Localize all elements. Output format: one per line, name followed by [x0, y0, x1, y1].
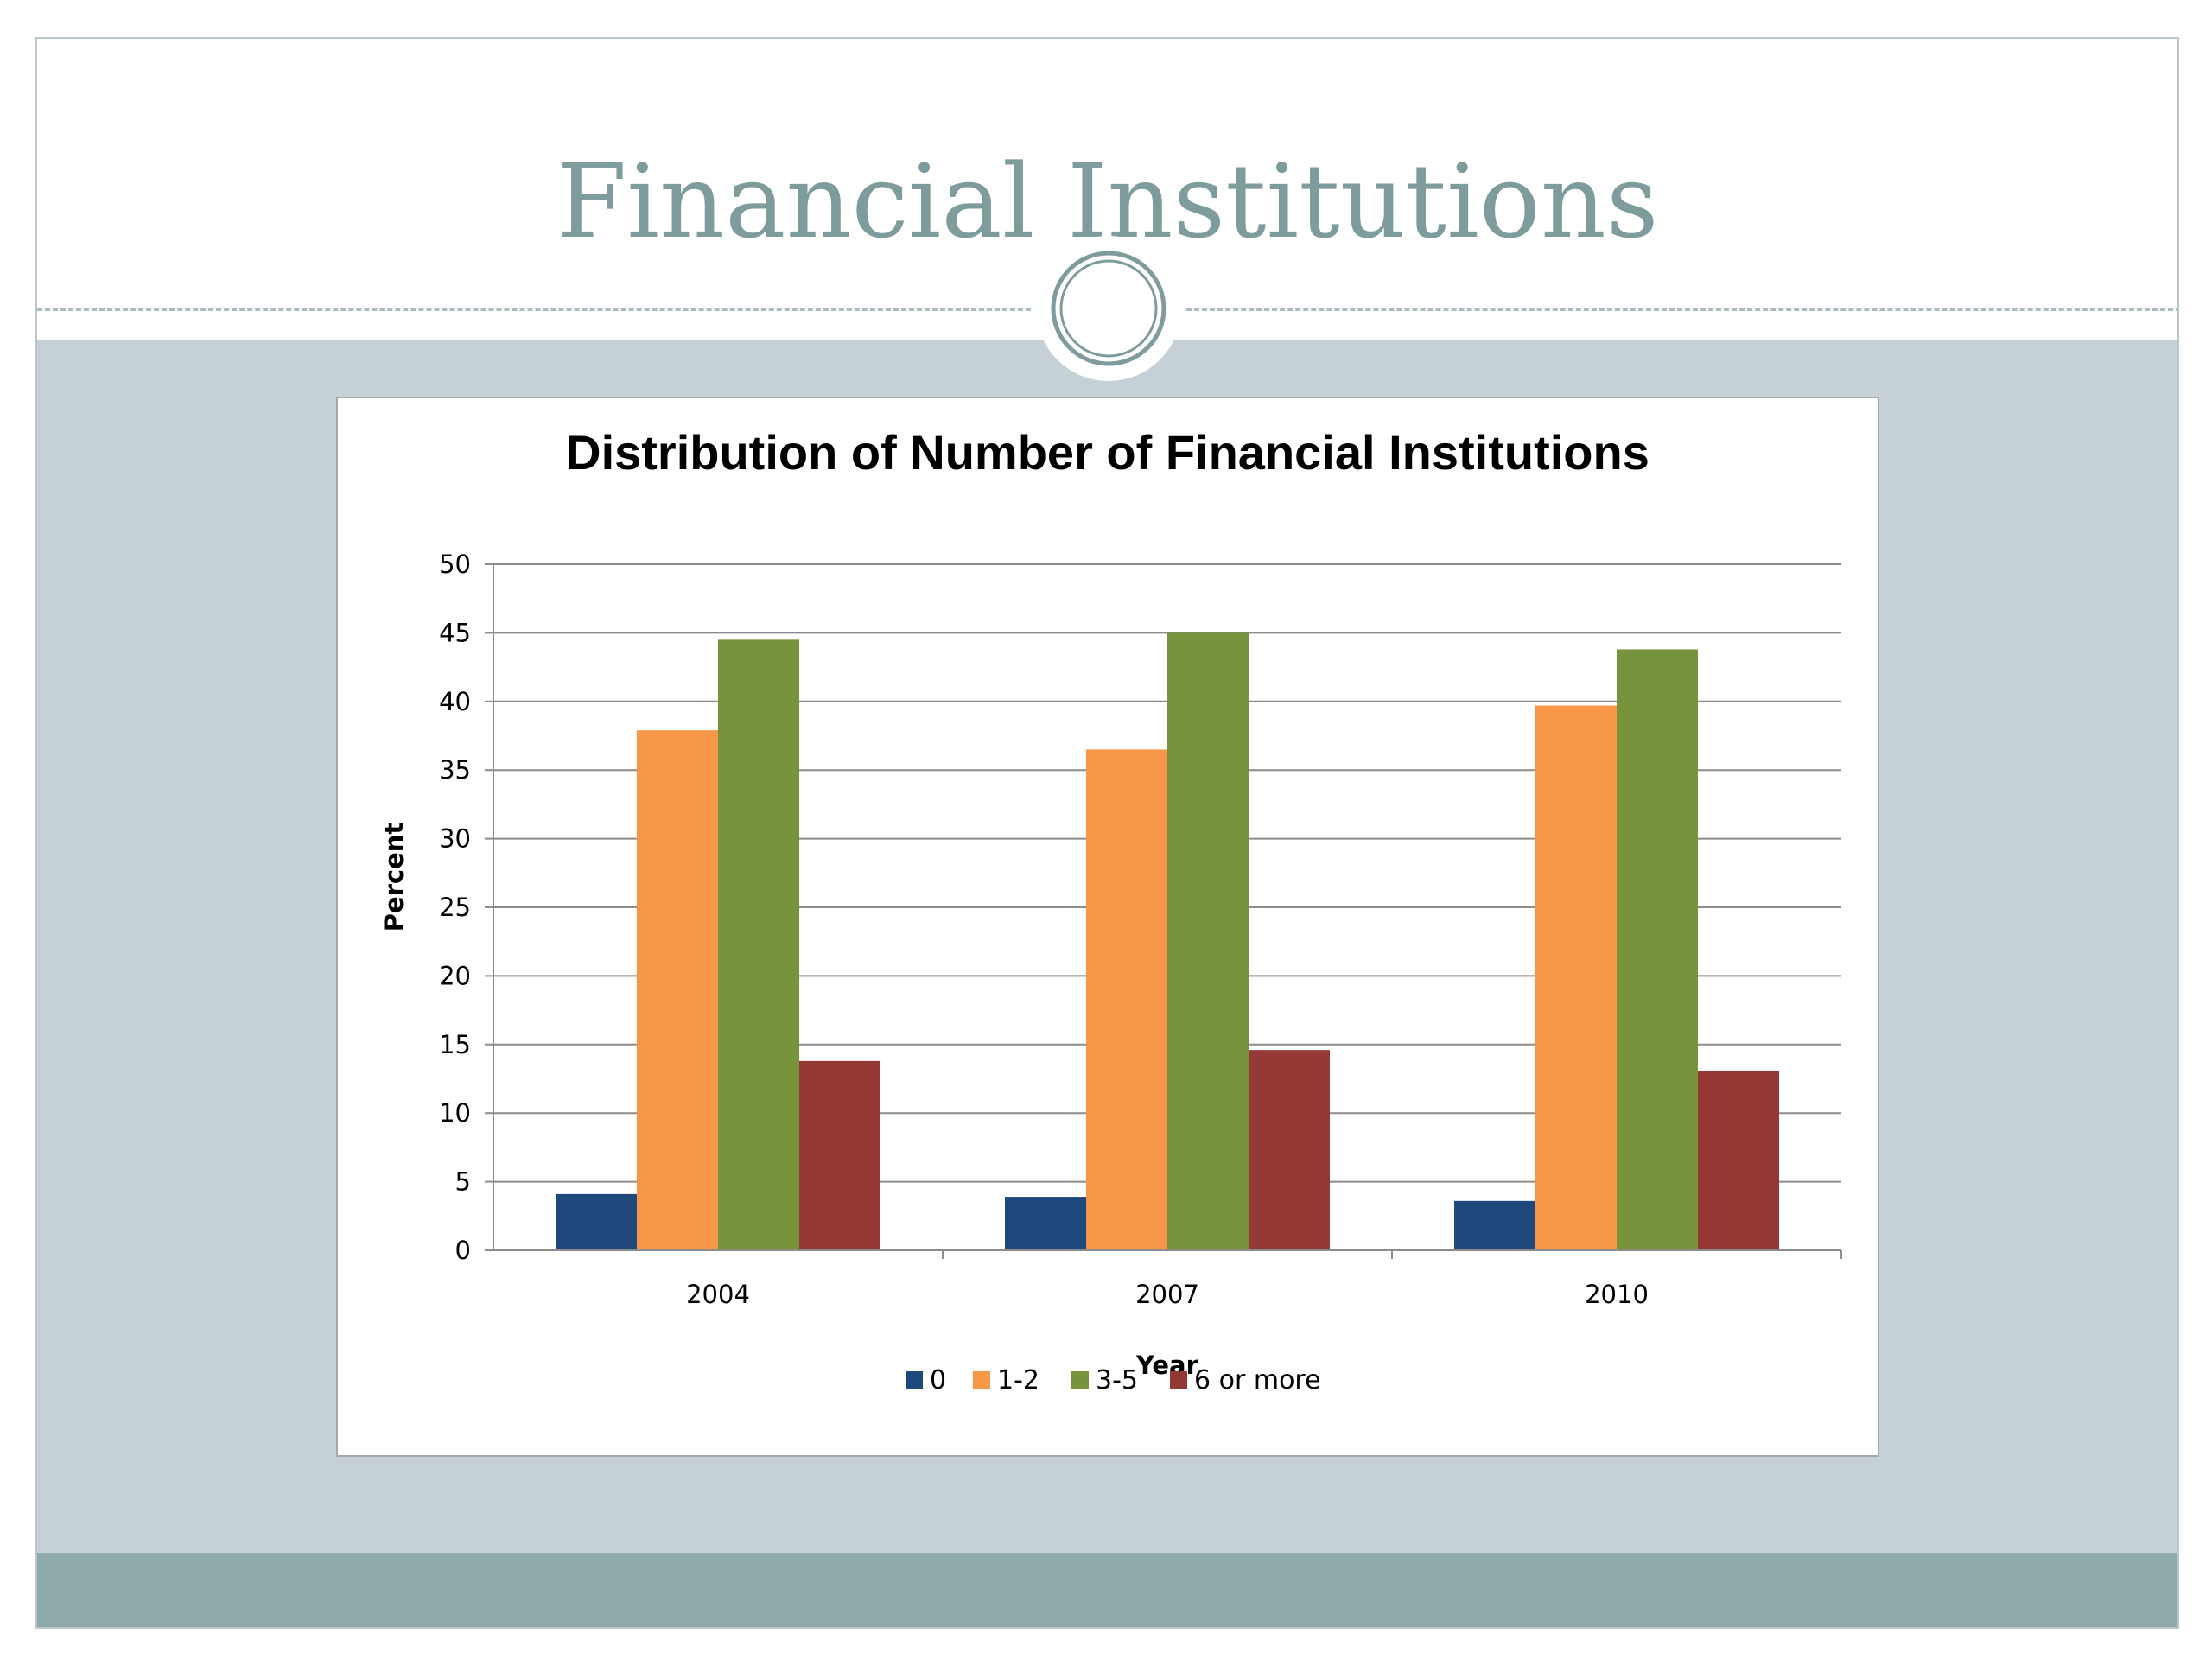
title-divider-left	[37, 308, 1031, 311]
bar-2007-2	[1167, 632, 1249, 1250]
y-tick-label: 50	[439, 550, 471, 579]
y-tick-label: 35	[439, 755, 471, 785]
legend-label: 6 or more	[1194, 1365, 1321, 1395]
legend-swatch	[1071, 1371, 1089, 1389]
legend: 0 1-2 3-5 6 or more	[906, 1365, 1321, 1395]
circle-ornament-icon	[1036, 236, 1181, 381]
legend-label: 1-2	[997, 1365, 1039, 1395]
bar-2004-2	[718, 639, 799, 1250]
y-tick-label: 25	[439, 893, 471, 922]
bar-2010-1	[1535, 705, 1617, 1250]
y-tick-label: 10	[439, 1098, 471, 1128]
bar-2010-0	[1454, 1200, 1535, 1250]
bar-2004-1	[637, 730, 718, 1250]
bar-2010-3	[1698, 1070, 1779, 1250]
x-tick-label: 2004	[686, 1280, 750, 1309]
legend-label: 0	[930, 1365, 946, 1395]
chart-frame: Distribution of Number of Financial Inst…	[336, 397, 1879, 1457]
bar-2010-2	[1617, 649, 1698, 1250]
y-axis-title: Percent	[379, 823, 409, 932]
y-tick-label: 5	[455, 1167, 471, 1197]
y-tick-label: 15	[439, 1030, 471, 1059]
legend-swatch	[1170, 1371, 1187, 1389]
y-tick-label: 20	[439, 961, 471, 990]
x-axis-title: Year	[1135, 1351, 1199, 1380]
bar-chart: Distribution of Number of Financial Inst…	[379, 425, 1842, 1395]
chart-title: Distribution of Number of Financial Inst…	[566, 425, 1649, 480]
bar-2007-0	[1005, 1197, 1086, 1250]
y-tick-label: 0	[455, 1236, 471, 1265]
legend-label: 3-5	[1096, 1365, 1138, 1395]
bar-2004-3	[799, 1060, 880, 1250]
x-tick-label: 2010	[1585, 1280, 1649, 1309]
y-tick-label: 30	[439, 824, 471, 854]
y-tick-label: 45	[439, 618, 471, 647]
bar-2004-0	[556, 1193, 637, 1250]
bar-2007-3	[1249, 1050, 1330, 1250]
y-tick-label: 40	[439, 687, 471, 716]
slide: Financial Institutions Distribution of N…	[35, 37, 2179, 1629]
bar-2007-1	[1086, 749, 1167, 1250]
footer-band	[37, 1553, 2177, 1627]
legend-swatch	[906, 1371, 923, 1389]
x-tick-label: 2007	[1135, 1280, 1199, 1309]
bars	[556, 632, 1779, 1250]
axes: 0 5 10 15 20 25 30 35 40 45 50 2004 2007 2010	[439, 550, 1842, 1309]
title-divider-right	[1186, 308, 2177, 311]
legend-swatch	[973, 1371, 990, 1389]
